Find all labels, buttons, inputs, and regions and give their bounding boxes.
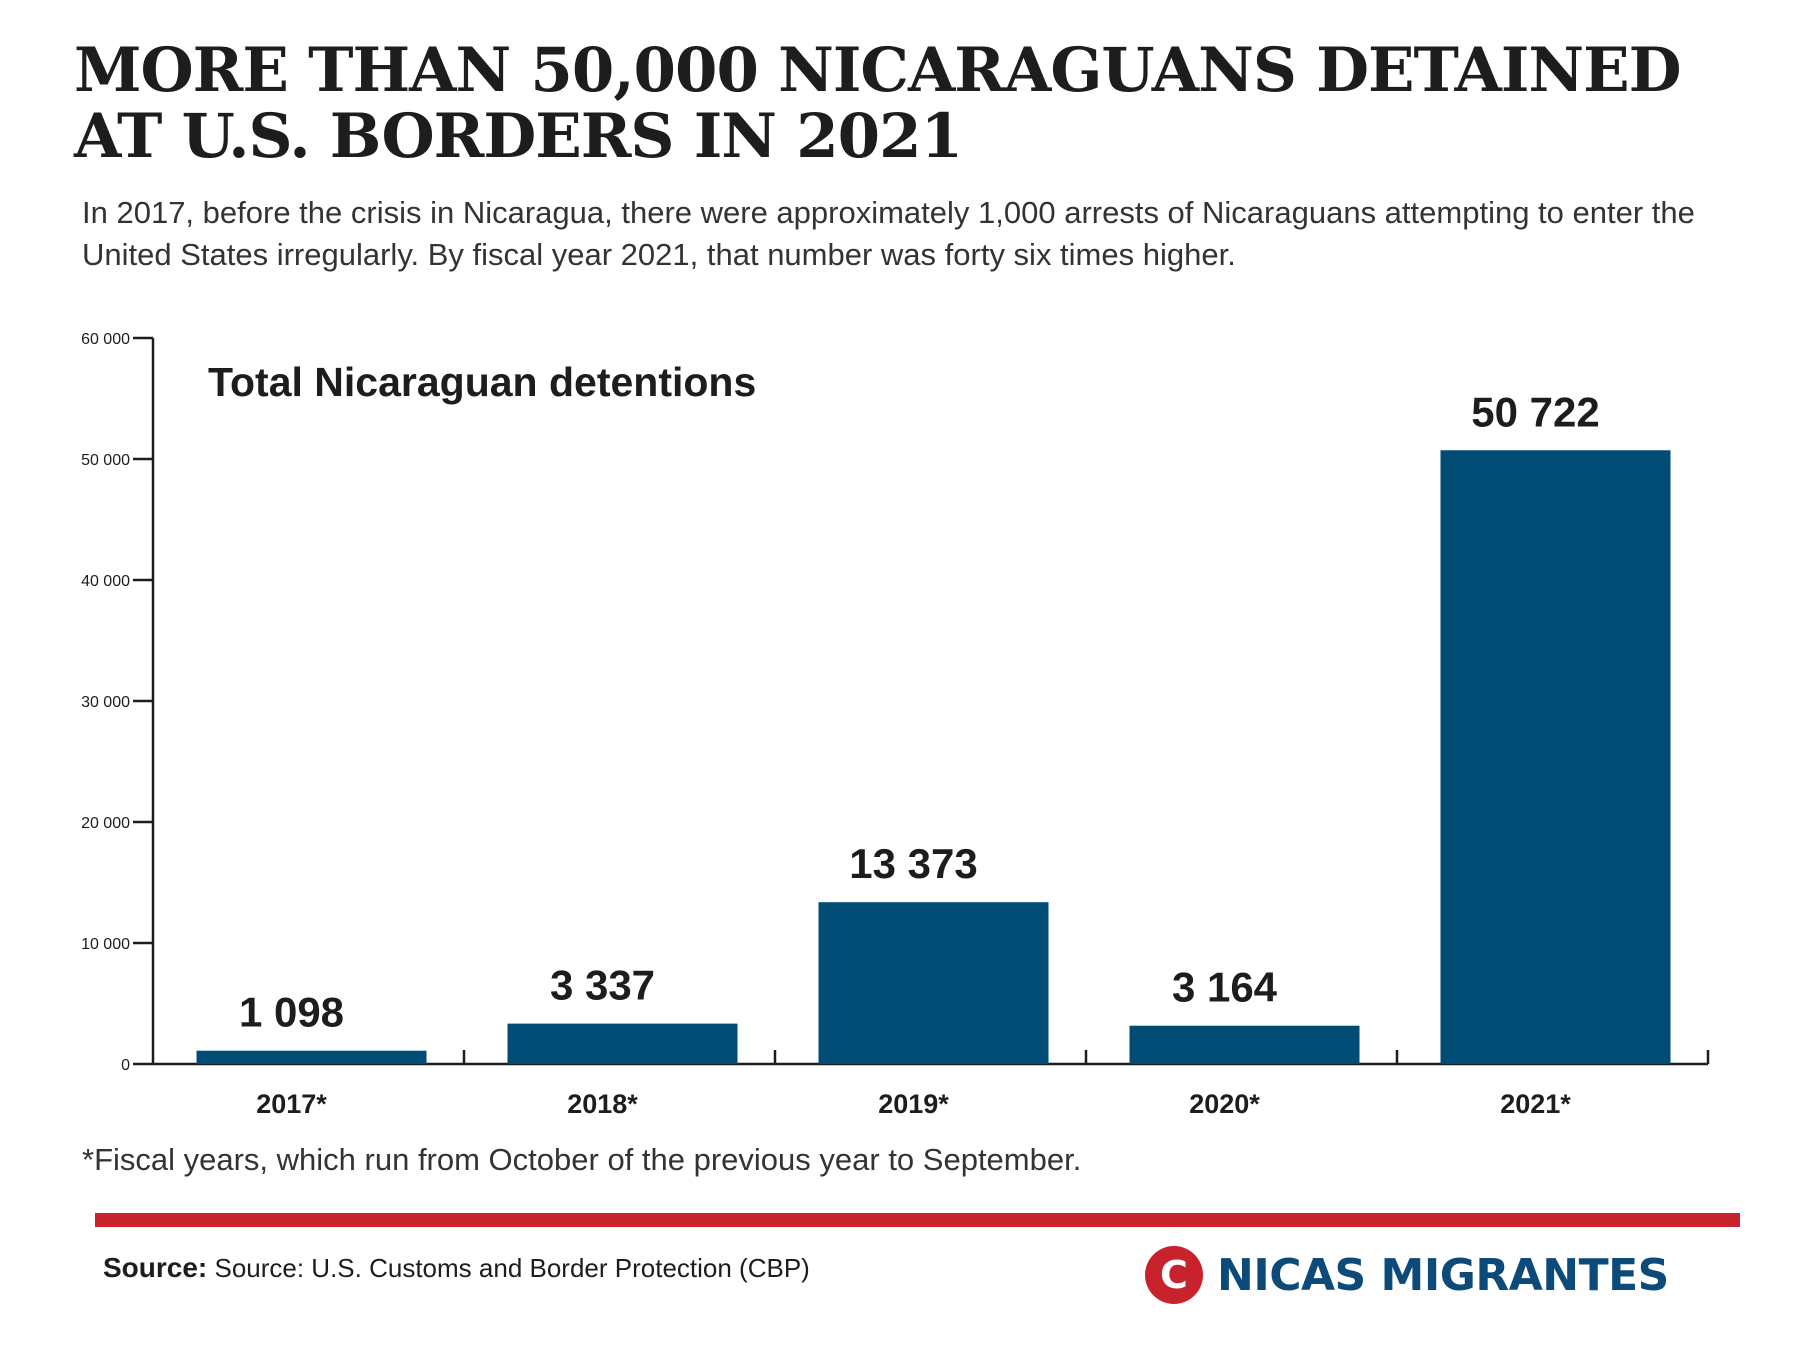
bar-value-label: 50 722 [1471,388,1599,435]
x-tick-label: 2018* [567,1089,638,1119]
bar-value-label: 3 164 [1172,964,1278,1011]
y-tick-label: 60 000 [81,331,130,348]
x-tick-label: 2019* [878,1089,949,1119]
logo-icon: C [1145,1246,1203,1304]
nicas-migrantes-logo: C NICAS MIGRANTES [1145,1244,1669,1306]
page-title: MORE THAN 50,000 NICARAGUANS DETAINED AT… [74,35,1682,172]
chart-title: Total Nicaraguan detentions [208,359,756,405]
y-tick-label: 0 [121,1057,130,1074]
bar-value-label: 1 098 [239,989,344,1036]
y-tick-label: 50 000 [81,452,130,469]
source-label: Source: [103,1252,208,1283]
y-tick-label: 30 000 [81,694,130,711]
bar-value-label: 3 337 [550,962,655,1009]
x-tick-label: 2020* [1189,1089,1260,1119]
bar [196,1050,427,1064]
bar-chart: 0 10 000 20 000 30 000 40 000 50 000 60 000 1 0… [81,331,1710,1119]
bar-value-label: 13 373 [849,840,977,887]
y-tick-label: 10 000 [81,936,130,953]
footnote: *Fiscal years, which run from October of… [82,1142,1082,1177]
source-line: Source: Source: U.S. Customs and Border … [103,1251,810,1285]
y-tick-label: 20 000 [81,815,130,832]
x-tick-label: 2021* [1500,1089,1571,1119]
y-tick-label: 40 000 [81,573,130,590]
bar [818,902,1049,1064]
bar [507,1023,738,1064]
chart-subtitle: In 2017, before the crisis in Nicaragua,… [82,195,1695,272]
logo-text: NICAS MIGRANTES [1217,1249,1669,1301]
bar [1129,1025,1360,1064]
source-text: Source: U.S. Customs and Border Protecti… [214,1253,810,1283]
bar [1440,450,1671,1064]
x-tick-label: 2017* [256,1089,327,1119]
divider-bar [95,1213,1740,1227]
